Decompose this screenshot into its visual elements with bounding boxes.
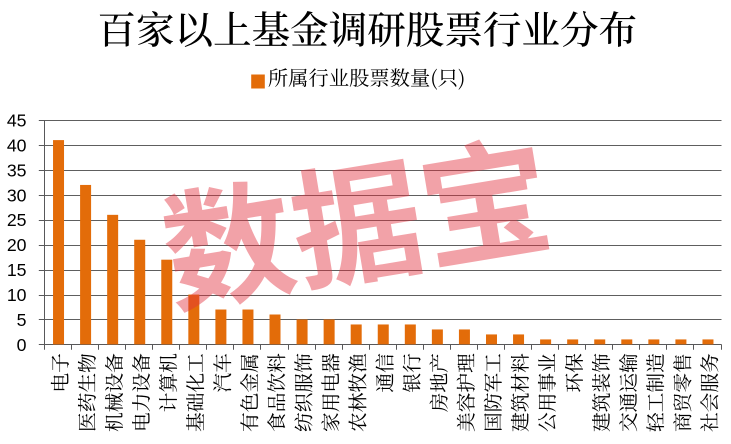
svg-text:20: 20 bbox=[7, 235, 27, 255]
svg-text:10: 10 bbox=[7, 285, 27, 305]
svg-text:40: 40 bbox=[7, 135, 27, 155]
svg-text:0: 0 bbox=[17, 335, 27, 355]
svg-text:35: 35 bbox=[7, 160, 27, 180]
svg-text:15: 15 bbox=[7, 260, 27, 280]
svg-text:25: 25 bbox=[7, 210, 27, 230]
svg-text:30: 30 bbox=[7, 185, 27, 205]
svg-text:5: 5 bbox=[17, 310, 27, 330]
svg-text:45: 45 bbox=[7, 111, 27, 131]
